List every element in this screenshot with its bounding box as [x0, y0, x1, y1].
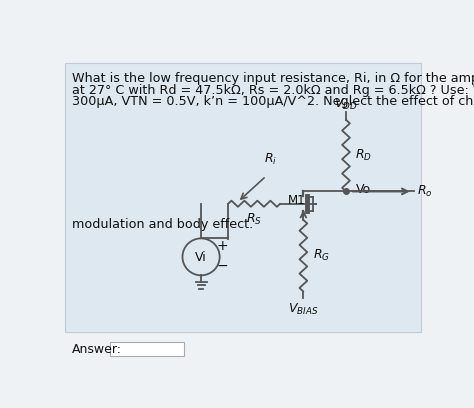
FancyBboxPatch shape [64, 63, 421, 333]
Text: +: + [217, 239, 228, 253]
Text: Vi: Vi [195, 251, 207, 264]
Text: $R_o$: $R_o$ [417, 184, 432, 199]
Text: Answer:: Answer: [72, 343, 122, 356]
Text: $R_i$: $R_i$ [264, 152, 277, 167]
Text: $V_{DD}$: $V_{DD}$ [334, 97, 358, 112]
Text: 300μA, VTN = 0.5V, k’n = 100μA/V^2. Neglect the effect of channel-length: 300μA, VTN = 0.5V, k’n = 100μA/V^2. Negl… [72, 95, 474, 108]
Text: at 27° C with Rd = 47.5kΩ, Rs = 2.0kΩ and Rg = 6.5kΩ ? Use: W/L = 48, Id =: at 27° C with Rd = 47.5kΩ, Rs = 2.0kΩ an… [72, 84, 474, 97]
Text: $R_G$: $R_G$ [313, 248, 330, 263]
Text: What is the low frequency input resistance, Ri, in Ω for the amplifier shown: What is the low frequency input resistan… [72, 72, 474, 85]
Text: Vo: Vo [356, 183, 371, 196]
Text: −: − [217, 259, 228, 273]
FancyBboxPatch shape [110, 342, 184, 356]
Text: $R_D$: $R_D$ [356, 148, 372, 163]
Text: $V_{BIAS}$: $V_{BIAS}$ [288, 302, 319, 317]
Text: M1: M1 [288, 195, 306, 208]
Text: $R_S$: $R_S$ [246, 211, 262, 226]
Text: modulation and body effect.: modulation and body effect. [72, 218, 253, 231]
